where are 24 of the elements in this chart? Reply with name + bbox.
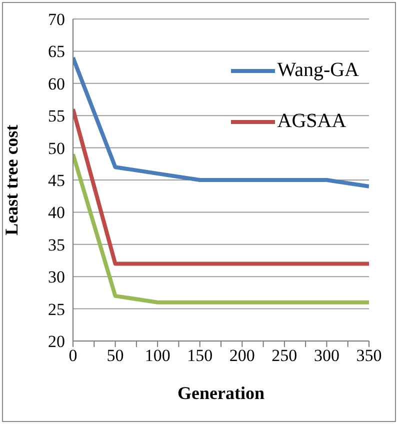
y-tick-label: 40 bbox=[48, 203, 65, 222]
legend-label: AGSAA bbox=[277, 110, 346, 133]
y-tick-label: 70 bbox=[48, 10, 65, 30]
y-tick-label: 60 bbox=[48, 74, 65, 94]
x-axis-title: Generation bbox=[178, 383, 264, 403]
y-tick-label: 35 bbox=[48, 235, 65, 254]
y-tick-label: 25 bbox=[48, 300, 65, 319]
y-axis-title: Least tree cost bbox=[1, 124, 22, 236]
x-tick-label: 250 bbox=[272, 346, 298, 366]
x-tick-label: 50 bbox=[106, 346, 124, 366]
x-tick-label: 150 bbox=[187, 346, 213, 366]
y-tick-label: 20 bbox=[48, 332, 65, 352]
x-tick-label: 300 bbox=[314, 346, 340, 366]
x-tick-label: 0 bbox=[68, 346, 78, 366]
y-tick-label: 55 bbox=[48, 106, 65, 126]
y-tick-label: 45 bbox=[48, 171, 65, 190]
legend-label: Wang-GA bbox=[277, 59, 359, 82]
line-series bbox=[73, 56, 369, 188]
y-tick-label: 50 bbox=[48, 138, 65, 158]
x-tick-label: 200 bbox=[229, 346, 255, 366]
y-tick-label: 30 bbox=[48, 268, 65, 287]
x-tick-label: 350 bbox=[356, 346, 382, 366]
x-tick-label: 100 bbox=[144, 346, 170, 366]
y-tick-label: 65 bbox=[48, 42, 65, 62]
